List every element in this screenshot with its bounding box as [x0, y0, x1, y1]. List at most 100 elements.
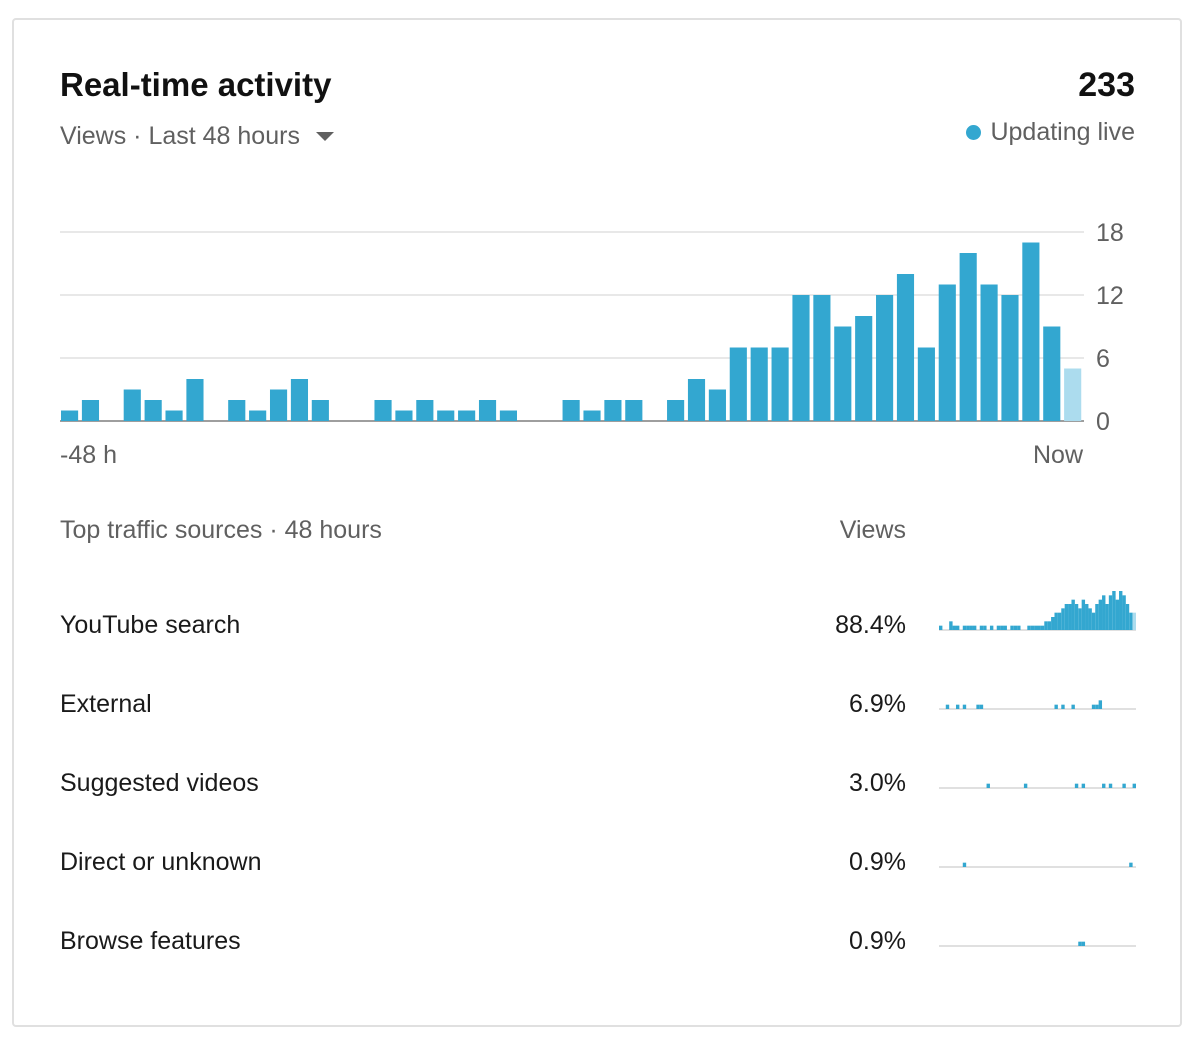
traffic-sparkline — [939, 941, 1136, 947]
sparkline-bar — [962, 625, 967, 630]
bar[interactable] — [792, 295, 810, 421]
sparkline-bar — [1132, 612, 1136, 630]
sparkline-bar — [1078, 941, 1082, 946]
bar[interactable] — [458, 410, 476, 422]
traffic-sparkline — [939, 862, 1136, 868]
bar[interactable] — [374, 400, 392, 421]
bar[interactable] — [938, 284, 956, 422]
sparkline-bar — [1074, 783, 1079, 788]
sparkline-bar — [955, 625, 960, 630]
bar[interactable] — [855, 316, 873, 421]
sparkline-bar — [969, 625, 973, 630]
bar[interactable] — [687, 379, 706, 421]
views-bar-chart[interactable]: 18 12 6 0 -48 h Now — [0, 0, 1200, 480]
bar[interactable] — [290, 379, 309, 421]
total-views: 233 — [1078, 66, 1135, 104]
sparkline-bar — [983, 625, 987, 630]
bar[interactable] — [395, 410, 413, 422]
sparkline-bar — [1030, 625, 1035, 630]
sparkline-bar — [1051, 617, 1055, 630]
sparkline-bar — [1088, 608, 1092, 630]
bar[interactable] — [311, 400, 329, 421]
sparkline-bar — [962, 862, 967, 867]
bar[interactable] — [228, 400, 246, 421]
traffic-source-row[interactable]: Browse features 0.9% — [60, 927, 1136, 967]
bar[interactable] — [959, 253, 977, 421]
bar[interactable] — [165, 410, 183, 422]
live-dot-icon — [966, 125, 982, 140]
sparkline-bar — [945, 704, 950, 709]
bar[interactable] — [625, 400, 643, 421]
bar[interactable] — [478, 400, 497, 421]
bar[interactable] — [834, 326, 852, 422]
sparkline-bar — [1064, 604, 1069, 630]
traffic-source-percent: 0.9% — [849, 927, 906, 955]
card-title: Real-time activity — [60, 66, 332, 103]
bar[interactable] — [583, 410, 601, 422]
sparkline-bar — [1102, 595, 1106, 630]
y-tick-label: 18 — [1096, 219, 1124, 247]
bar[interactable] — [269, 389, 288, 422]
bar[interactable] — [980, 284, 998, 422]
bar[interactable] — [667, 400, 685, 421]
sparkline-bar — [962, 704, 967, 709]
y-tick-label: 0 — [1096, 408, 1110, 436]
sparkline-bar — [1108, 783, 1113, 788]
bar[interactable] — [499, 410, 517, 422]
bar[interactable] — [1022, 242, 1040, 422]
bar[interactable] — [437, 410, 455, 422]
traffic-source-name: Direct or unknown — [60, 848, 262, 876]
bar[interactable] — [708, 389, 726, 422]
traffic-source-percent: 3.0% — [849, 769, 906, 797]
bar[interactable] — [876, 295, 894, 421]
sparkline-bar — [1091, 704, 1096, 709]
bar[interactable] — [186, 379, 204, 421]
bar[interactable] — [813, 295, 831, 421]
bar[interactable] — [144, 400, 162, 421]
bar-current-hour[interactable] — [1064, 368, 1082, 422]
bar[interactable] — [729, 347, 747, 422]
sparkline-bar — [1078, 608, 1082, 630]
bar[interactable] — [123, 389, 141, 422]
sparkline-bar — [1122, 783, 1126, 788]
sparkline-bar — [972, 625, 977, 630]
sparkline-bar — [1081, 599, 1086, 630]
sparkline-bar — [1119, 591, 1123, 630]
sparkline-bar — [1071, 599, 1075, 630]
sparkline-bar — [1132, 783, 1136, 788]
bar[interactable] — [771, 347, 789, 422]
bar[interactable] — [604, 400, 622, 421]
bar[interactable] — [1001, 295, 1019, 421]
bar[interactable] — [81, 400, 100, 421]
sparkline-bar — [1098, 599, 1103, 630]
sparkline-bar — [1129, 862, 1133, 867]
traffic-source-percent: 88.4% — [835, 611, 906, 639]
sparkline-bar — [1081, 941, 1086, 946]
sparkline-bar — [1129, 612, 1133, 630]
bar[interactable] — [416, 400, 434, 421]
traffic-source-row[interactable]: Direct or unknown 0.9% — [60, 848, 1136, 888]
y-tick-label: 6 — [1096, 345, 1110, 373]
traffic-source-name: Suggested videos — [60, 769, 259, 797]
bar[interactable] — [61, 410, 79, 422]
metric-period-label: Views · Last 48 hours — [60, 122, 300, 150]
sparkline-bar — [966, 625, 970, 630]
bar[interactable] — [750, 347, 768, 422]
bar[interactable] — [896, 274, 915, 421]
traffic-source-name: YouTube search — [60, 611, 241, 639]
traffic-source-row[interactable]: External 6.9% — [60, 690, 1136, 730]
bar[interactable] — [562, 400, 580, 421]
bar[interactable] — [249, 410, 267, 422]
x-end-label: Now — [1033, 441, 1084, 469]
traffic-source-row[interactable]: Suggested videos 3.0% — [60, 769, 1136, 809]
sparkline-bar — [979, 704, 984, 709]
metric-period-dropdown[interactable]: Views · Last 48 hours — [60, 122, 334, 151]
x-start-label: -48 h — [60, 441, 117, 469]
sparkline-bar — [1071, 704, 1075, 709]
bar[interactable] — [1043, 326, 1061, 422]
sparkline-bar — [1013, 625, 1018, 630]
traffic-source-row[interactable]: YouTube search 88.4% — [60, 591, 1136, 651]
sparkline-bar — [989, 625, 994, 630]
sparkline-bar — [952, 625, 956, 630]
bar[interactable] — [917, 347, 935, 422]
